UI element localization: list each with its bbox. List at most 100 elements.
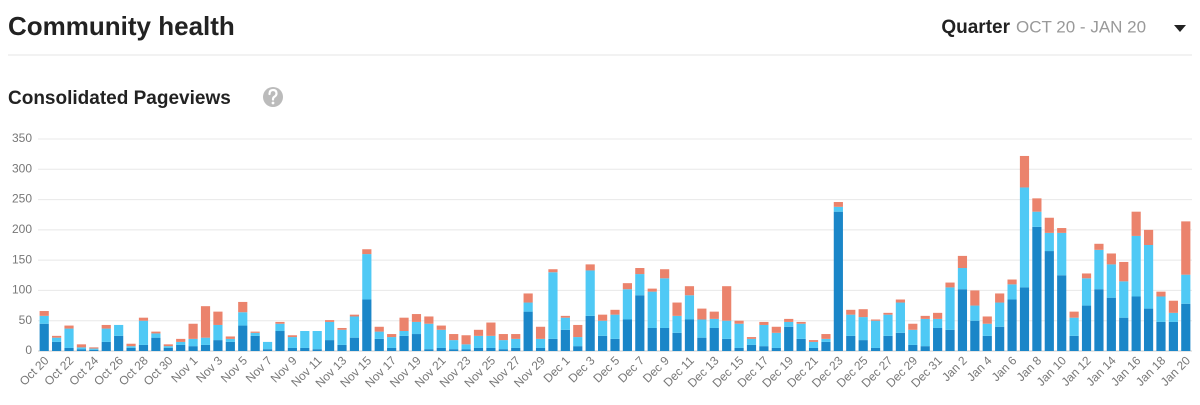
bar-segment	[1181, 274, 1191, 304]
bar-segment	[449, 349, 459, 351]
bar-segment	[449, 340, 459, 350]
bar-segment	[126, 346, 136, 348]
y-tick-label: 150	[12, 252, 32, 266]
bar-segment	[200, 344, 211, 351]
bar-segment	[1131, 211, 1141, 236]
bar-segment	[126, 343, 136, 347]
bar-segment	[473, 329, 484, 336]
bar-segment	[945, 329, 955, 351]
bar-segment	[573, 346, 583, 351]
y-tick-label: 250	[12, 192, 32, 206]
bar-segment	[1181, 221, 1191, 275]
bar-segment	[250, 331, 260, 333]
bar-segment	[238, 312, 248, 326]
bar-segment	[1094, 249, 1104, 290]
bar-segment	[908, 329, 918, 345]
period-label[interactable]: Quarter	[941, 17, 1010, 38]
y-tick-label: 350	[12, 131, 32, 145]
bar-segment	[188, 323, 198, 339]
bar-segment	[1069, 311, 1079, 318]
bar-segment	[784, 321, 794, 327]
bar-segment	[275, 331, 285, 351]
bar-segment	[76, 344, 87, 348]
bar-segment	[52, 337, 62, 342]
bar-segment	[821, 338, 831, 342]
y-tick-label: 50	[19, 313, 33, 327]
dropdown-arrow[interactable]	[1174, 25, 1186, 32]
bar-segment	[684, 286, 695, 296]
bar-segment	[337, 327, 347, 330]
chart-title: Consolidated Pageviews	[8, 88, 231, 109]
bar-segment	[39, 311, 49, 316]
bar-segment	[362, 299, 372, 351]
y-tick-label: 300	[12, 161, 32, 175]
bar-segment	[734, 320, 744, 324]
bar-segment	[200, 306, 211, 338]
bar-segment	[920, 346, 930, 351]
bar-segment	[188, 346, 198, 351]
bar-segment	[784, 326, 794, 351]
bar-segment	[585, 270, 595, 316]
bar-segment	[808, 347, 819, 351]
bar-segment	[225, 336, 235, 339]
bar-segment	[411, 334, 422, 351]
bar-segment	[449, 334, 459, 341]
bar-segment	[1044, 251, 1054, 351]
bar-segment	[560, 329, 570, 351]
bar-segment	[870, 319, 881, 321]
bar-segment	[287, 347, 297, 351]
bar-segment	[548, 338, 558, 351]
bar-segment	[151, 333, 161, 338]
bar-segment	[89, 349, 99, 351]
bar-segment	[759, 321, 769, 325]
bar-segment	[709, 327, 719, 351]
bar-segment	[114, 335, 124, 351]
bar-segment	[746, 338, 757, 345]
bar-segment	[821, 334, 831, 339]
bar-segment	[833, 211, 843, 351]
bar-segment	[970, 320, 980, 351]
bar-segment	[883, 335, 893, 351]
bar-segment	[808, 340, 819, 342]
bar-segment	[784, 318, 794, 322]
bar-segment	[908, 323, 918, 330]
bar-segment	[436, 325, 446, 330]
bar-segment	[1057, 275, 1067, 351]
bar-segment	[734, 347, 744, 351]
bar-segment	[337, 344, 347, 351]
bar-segment	[486, 322, 496, 336]
bar-segment	[660, 278, 670, 328]
bar-segment	[399, 317, 409, 332]
bar-segment	[1143, 308, 1154, 351]
period-range[interactable]: OCT 20 - JAN 20	[1016, 17, 1146, 36]
bar-segment	[1019, 287, 1030, 351]
bar-segment	[399, 331, 409, 336]
bar-segment	[1156, 321, 1166, 351]
bar-segment	[573, 324, 583, 338]
bar-segment	[225, 341, 235, 351]
bar-segment	[374, 326, 384, 332]
bar-segment	[1094, 289, 1104, 351]
bar-segment	[858, 309, 868, 318]
bar-segment	[337, 329, 347, 345]
bar-segment	[213, 311, 223, 325]
bar-segment	[933, 312, 943, 319]
bar-segment	[647, 291, 657, 328]
bar-segment	[287, 337, 297, 348]
bar-segment	[1106, 264, 1116, 298]
bar-segment	[275, 323, 285, 332]
bar-segment	[1119, 261, 1129, 282]
help-icon[interactable]	[263, 87, 283, 107]
bar-segment	[771, 332, 781, 348]
bar-segment	[262, 341, 273, 350]
bar-segment	[1032, 226, 1042, 351]
bar-segment	[945, 282, 955, 288]
bar-segment	[424, 349, 434, 351]
bar-segment	[1057, 228, 1067, 233]
bar-segment	[523, 293, 533, 303]
bar-segment	[287, 335, 297, 338]
bar-segment	[138, 320, 149, 345]
bar-segment	[1119, 281, 1129, 318]
bar-segment	[64, 325, 74, 329]
